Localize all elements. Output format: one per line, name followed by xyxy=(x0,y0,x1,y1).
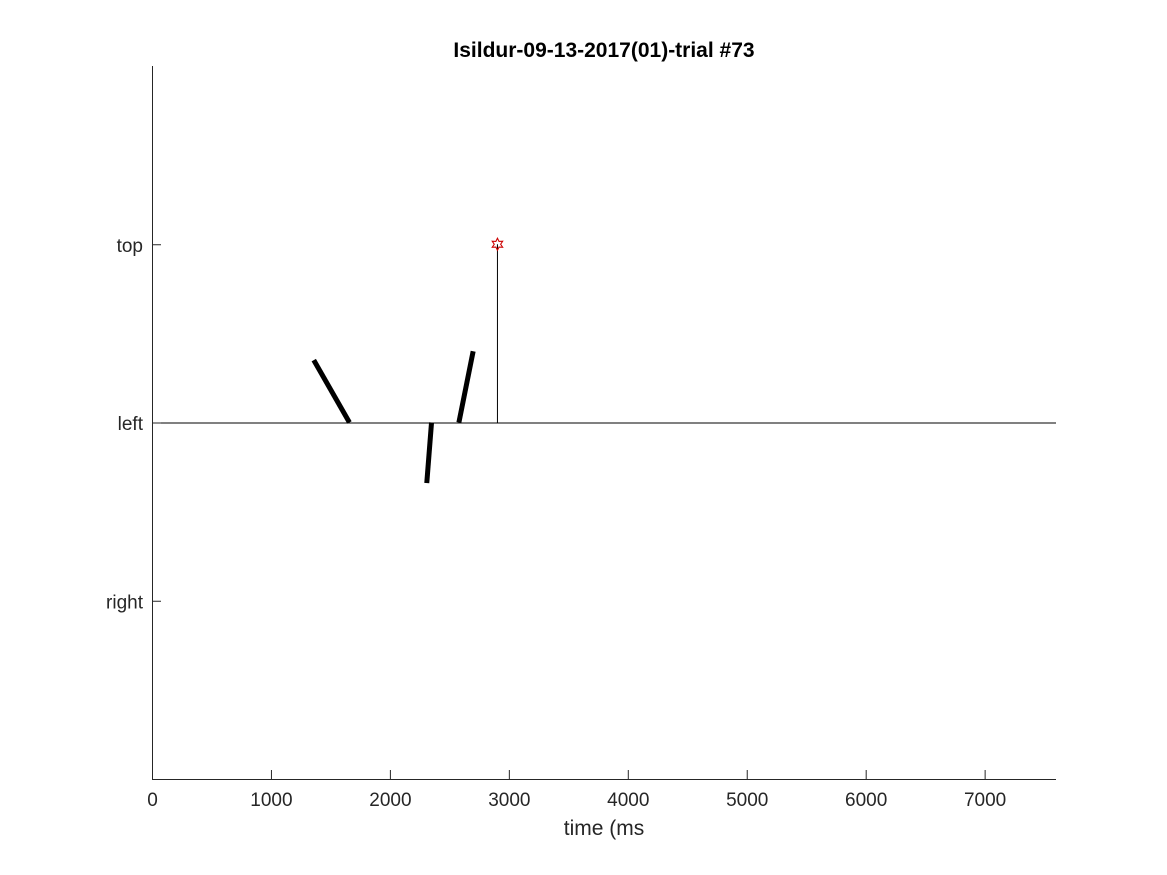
trace-segment-3 xyxy=(456,350,476,423)
y-tick-label: right xyxy=(106,592,144,613)
y-axis-ticks: top left right xyxy=(106,236,161,613)
y-tick-label: top xyxy=(117,236,143,257)
x-tick-label: 0 xyxy=(147,790,158,811)
x-tick-label: 2000 xyxy=(369,790,411,811)
x-axis-ticks: 0 1000 2000 3000 4000 5000 6000 7000 xyxy=(147,770,1006,811)
event-marker xyxy=(491,237,504,252)
x-axis-label: time (ms xyxy=(564,817,645,840)
x-tick-label: 6000 xyxy=(845,790,887,811)
plot-area xyxy=(152,237,1056,484)
x-tick-label: 1000 xyxy=(250,790,292,811)
x-tick-label: 4000 xyxy=(607,790,649,811)
y-tick-label: left xyxy=(118,414,144,435)
x-tick-label: 3000 xyxy=(488,790,530,811)
trace-segment-1 xyxy=(311,358,352,424)
x-tick-label: 7000 xyxy=(964,790,1006,811)
trace-segment-2 xyxy=(424,422,435,484)
x-tick-label: 5000 xyxy=(726,790,768,811)
chart-title: Isildur-09-13-2017(01)-trial #73 xyxy=(453,39,754,62)
